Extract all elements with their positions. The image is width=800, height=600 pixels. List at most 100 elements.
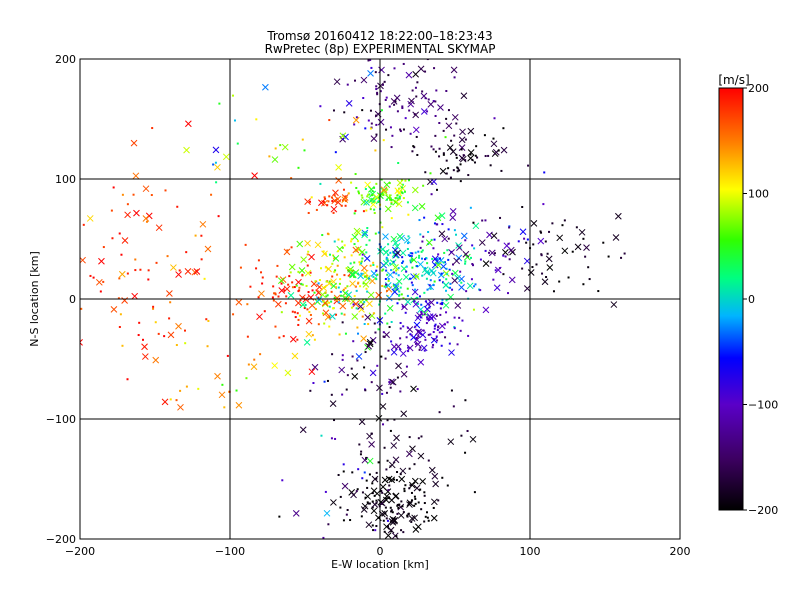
data-point-dot (416, 265, 419, 268)
data-point-dot (383, 335, 386, 338)
data-point-dot (393, 478, 396, 481)
data-point-cross (308, 368, 316, 376)
data-point-cross (430, 178, 438, 186)
data-point-dot (418, 256, 421, 259)
data-point-dot (147, 269, 150, 272)
data-point-dot (374, 277, 377, 280)
data-point-dot (438, 279, 441, 282)
data-point-dot (306, 253, 309, 256)
data-point-cross (391, 288, 399, 296)
data-point-dot (315, 208, 318, 211)
data-point-dot (410, 334, 413, 337)
data-point-dot (373, 322, 376, 325)
data-point-dot (377, 197, 380, 200)
data-point-cross (419, 478, 427, 485)
data-point-cross (329, 313, 336, 320)
data-point-dot (304, 303, 307, 306)
data-point-dot (364, 231, 367, 234)
data-point-dot (372, 198, 375, 201)
data-point-cross (352, 246, 360, 254)
data-point-dot (385, 258, 388, 261)
data-point-cross (387, 526, 395, 534)
data-point-dot (212, 163, 215, 166)
data-point-dot (455, 233, 458, 236)
data-point-dot (464, 260, 467, 263)
data-point-dot (373, 186, 376, 189)
data-point-dot (340, 312, 343, 315)
data-point-dot (405, 336, 408, 339)
data-point-dot (416, 302, 419, 305)
data-point-dot (111, 237, 114, 240)
colorbar-tick-label: −200 (748, 504, 778, 517)
data-point-dot (369, 109, 372, 112)
data-point-dot (421, 274, 424, 277)
data-point-cross (322, 309, 330, 317)
data-point-dot (342, 463, 345, 466)
data-point-dot (434, 323, 437, 326)
data-point-cross (131, 292, 139, 300)
data-point-dot (357, 240, 360, 243)
data-point-dot (314, 580, 316, 582)
data-point-dot (403, 487, 406, 490)
data-point-cross (364, 493, 372, 500)
data-point-dot (449, 176, 452, 179)
data-point-dot (433, 327, 436, 330)
data-point-dot (386, 525, 389, 528)
data-point-dot (377, 461, 380, 464)
data-point-cross (472, 222, 480, 230)
data-point-dot (464, 262, 467, 265)
data-point-dot (185, 385, 188, 388)
data-point-dot (394, 197, 397, 200)
data-point-dot (344, 204, 347, 207)
data-point-dot (268, 155, 271, 158)
data-point-dot (438, 147, 441, 150)
data-point-dot (433, 67, 436, 70)
data-point-dot (365, 209, 368, 212)
data-point-dot (325, 280, 328, 283)
data-point-dot (385, 468, 388, 471)
data-point-dot (239, 266, 242, 269)
data-point-cross (360, 506, 368, 513)
data-point-dot (431, 257, 434, 260)
data-point-dot (344, 332, 347, 335)
data-point-cross (281, 143, 289, 151)
data-point-dot (328, 195, 331, 198)
data-point-cross (142, 215, 150, 222)
data-point-dot (320, 434, 323, 437)
data-point-cross (428, 299, 435, 306)
data-point-cross (167, 331, 175, 339)
data-point-dot (493, 117, 496, 120)
data-point-dot (444, 336, 447, 339)
data-point-dot (481, 219, 484, 222)
data-point-dot (411, 259, 414, 262)
data-point-cross (307, 294, 315, 301)
data-point-dot (404, 179, 407, 182)
data-point-cross (369, 277, 376, 285)
data-point-dot (281, 479, 284, 482)
data-point-cross (367, 186, 375, 193)
data-point-dot (328, 315, 331, 318)
data-point-dot (453, 229, 456, 232)
data-point-dot (542, 203, 545, 206)
data-point-dot (561, 224, 564, 227)
data-point-dot (360, 515, 363, 518)
data-point-dot (155, 261, 158, 264)
x-tick-label: −200 (65, 545, 95, 558)
data-point-dot (427, 459, 430, 462)
data-point-cross (527, 269, 535, 276)
data-point-dot (402, 511, 405, 514)
data-point-dot (414, 502, 417, 505)
data-point-cross (305, 317, 313, 325)
data-point-dot (488, 251, 491, 254)
data-point-cross (193, 268, 201, 275)
data-point-dot (406, 514, 409, 517)
data-point-dot (375, 88, 378, 91)
data-point-cross (289, 335, 297, 343)
data-point-dot (314, 308, 317, 311)
data-point-dot (110, 209, 113, 212)
data-point-dot (464, 159, 467, 162)
data-point-dot (333, 194, 336, 197)
data-point-dot (308, 310, 311, 313)
data-point-dot (471, 244, 474, 247)
data-point-cross (392, 456, 400, 464)
